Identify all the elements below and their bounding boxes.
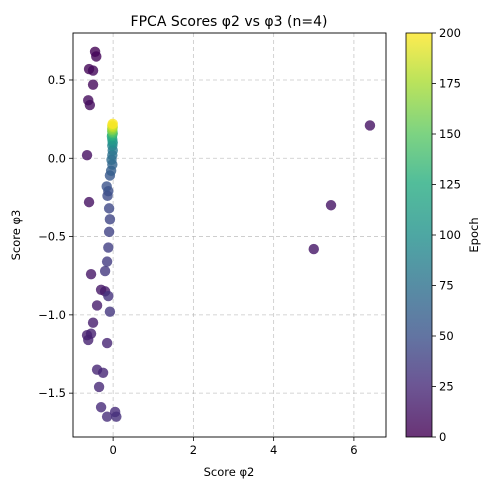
colorbar-tick-label: 75 bbox=[439, 279, 454, 293]
scatter-points bbox=[81, 46, 376, 422]
data-point bbox=[87, 317, 99, 328]
data-point bbox=[87, 79, 99, 90]
x-tick-label: 2 bbox=[190, 443, 197, 457]
plot-area bbox=[73, 33, 386, 437]
colorbar-tick-label: 50 bbox=[439, 329, 454, 343]
y-axis-label: Score φ3 bbox=[9, 210, 23, 261]
data-point bbox=[91, 51, 102, 62]
data-point bbox=[87, 65, 99, 76]
data-point bbox=[97, 367, 109, 378]
data-point bbox=[91, 300, 103, 311]
data-point bbox=[85, 268, 97, 280]
data-point bbox=[83, 196, 95, 208]
y-tick-label: −1.5 bbox=[38, 386, 66, 400]
data-point bbox=[95, 402, 107, 413]
colorbar-tick-label: 25 bbox=[439, 380, 454, 394]
colorbar-label: Epoch bbox=[467, 217, 481, 252]
data-point bbox=[103, 290, 114, 302]
data-point bbox=[101, 411, 113, 422]
colorbar bbox=[405, 32, 433, 438]
data-point bbox=[101, 337, 113, 349]
data-point bbox=[104, 214, 116, 225]
y-tick-label: 0.5 bbox=[48, 73, 66, 87]
data-point bbox=[104, 306, 116, 317]
data-point bbox=[101, 181, 112, 192]
x-axis-ticks: 0 2 4 6 bbox=[109, 437, 358, 457]
data-point bbox=[84, 99, 96, 111]
data-point bbox=[111, 411, 122, 422]
data-point bbox=[103, 242, 114, 253]
grid-lines bbox=[73, 33, 386, 437]
data-point bbox=[308, 243, 319, 255]
chart-title: FPCA Scores φ2 vs φ3 (n=4) bbox=[131, 14, 328, 30]
colorbar-tick-label: 0 bbox=[439, 430, 446, 444]
colorbar-tick-label: 175 bbox=[439, 77, 461, 91]
colorbar-ticks: 0 25 50 75 100 125 150 175 200 bbox=[432, 26, 461, 444]
x-tick-label: 0 bbox=[109, 443, 116, 457]
y-tick-label: 0.0 bbox=[48, 151, 66, 165]
colorbar-tick-label: 200 bbox=[439, 26, 461, 40]
y-tick-label: −0.5 bbox=[38, 230, 66, 244]
y-tick-label: −1.0 bbox=[38, 308, 66, 322]
colorbar-tick-label: 150 bbox=[439, 127, 461, 141]
colorbar-tick-label: 100 bbox=[439, 228, 461, 242]
data-point bbox=[325, 200, 337, 211]
data-point bbox=[364, 120, 376, 131]
x-axis-label: Score φ2 bbox=[204, 465, 255, 479]
plot-frame bbox=[72, 32, 387, 438]
data-point bbox=[83, 334, 94, 346]
data-point bbox=[99, 265, 111, 277]
data-point bbox=[101, 256, 113, 267]
x-tick-label: 6 bbox=[350, 443, 357, 457]
data-point bbox=[81, 149, 93, 161]
x-tick-label: 4 bbox=[270, 443, 277, 457]
data-point bbox=[107, 118, 118, 130]
data-point bbox=[103, 203, 115, 214]
y-axis-ticks: 0.5 0.0 −0.5 −1.0 −1.5 bbox=[38, 73, 73, 400]
data-point bbox=[103, 226, 115, 238]
data-point bbox=[93, 381, 105, 393]
colorbar-tick-label: 125 bbox=[439, 178, 461, 192]
